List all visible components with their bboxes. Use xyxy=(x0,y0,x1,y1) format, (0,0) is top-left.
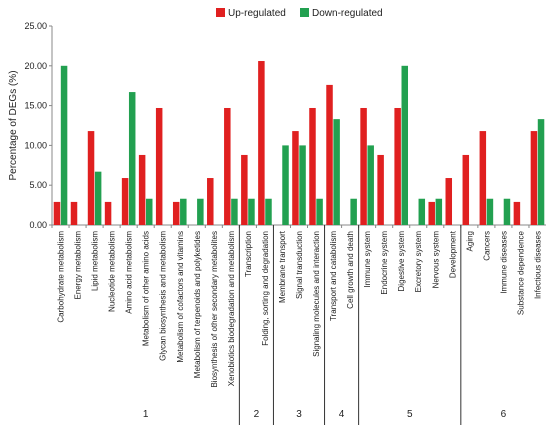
bar-up-regulated xyxy=(292,131,299,225)
bar-up-regulated xyxy=(479,131,487,225)
category-label: Substance dependence xyxy=(516,230,525,315)
bar-down-regulated xyxy=(350,198,357,225)
y-tick-label: 0.00 xyxy=(29,220,47,230)
bar-up-regulated xyxy=(53,201,61,225)
category-label: Signal transduction xyxy=(295,231,304,299)
bar-up-regulated xyxy=(360,107,367,225)
bar-up-regulated xyxy=(513,201,521,225)
category-label: Transcription xyxy=(244,231,253,277)
category-label: Membrane transport xyxy=(278,230,287,303)
category-label: Cancers xyxy=(482,231,491,261)
bar-down-regulated xyxy=(435,198,443,225)
category-label: Biosynthesis of other secondary metaboli… xyxy=(210,231,219,388)
category-label: Infectious diseases xyxy=(533,231,542,299)
category-label: Development xyxy=(448,230,457,278)
group-label: 6 xyxy=(501,409,507,420)
bar-down-regulated xyxy=(231,198,238,225)
y-tick-label: 25.00 xyxy=(24,21,47,31)
category-label: Nucleotide metabolism xyxy=(108,231,117,312)
bar-down-regulated xyxy=(180,198,187,225)
category-label: Digestive system xyxy=(397,231,406,292)
bar-up-regulated xyxy=(462,154,470,225)
bar-down-regulated xyxy=(316,198,323,225)
bar-down-regulated xyxy=(94,171,102,225)
category-label: Signaling molecules and interaction xyxy=(312,231,321,357)
bar-down-regulated xyxy=(503,198,511,225)
bar-down-regulated xyxy=(265,198,272,225)
category-label: Glycan biosynthesis and metabolism xyxy=(159,231,168,361)
bar-down-regulated xyxy=(248,198,255,225)
bar-up-regulated xyxy=(258,61,265,225)
bar-down-regulated xyxy=(418,198,426,225)
category-label: Folding, sorting and degradation xyxy=(261,231,270,346)
category-label: Xenobiotics biodegradation and metabolis… xyxy=(227,231,236,387)
bar-up-regulated xyxy=(377,154,384,225)
bar-up-regulated xyxy=(326,84,333,226)
bar-up-regulated xyxy=(530,131,538,225)
bar-down-regulated xyxy=(367,145,374,225)
category-label: Lipid metabolism xyxy=(91,231,100,291)
bar-down-regulated xyxy=(537,119,545,225)
group-label: 3 xyxy=(296,409,302,420)
bar-up-regulated xyxy=(428,201,435,225)
group-label: 2 xyxy=(254,409,260,420)
y-tick-label: 10.00 xyxy=(24,140,47,150)
category-label: Nervous system xyxy=(431,231,440,289)
bar-down-regulated xyxy=(299,145,306,225)
category-label: Excretory system xyxy=(414,231,423,293)
group-label: 4 xyxy=(339,409,345,420)
bar-up-regulated xyxy=(172,201,180,225)
group-label: 5 xyxy=(407,409,413,420)
category-label: Transport and catabolism xyxy=(329,231,338,321)
bar-up-regulated xyxy=(121,178,129,225)
bar-down-regulated xyxy=(60,65,68,225)
bar-down-regulated xyxy=(333,119,340,225)
category-label: Carbohydrate metabolism xyxy=(57,231,66,323)
bar-down-regulated xyxy=(282,145,289,225)
category-label: Immune system xyxy=(363,231,372,288)
y-axis-title: Percentage of DEGs (%) xyxy=(8,70,19,180)
bar-up-regulated xyxy=(155,107,163,225)
group-label: 1 xyxy=(143,409,149,420)
bar-up-regulated xyxy=(104,201,112,225)
bar-down-regulated xyxy=(486,198,494,225)
category-label: Amino acid metabolism xyxy=(125,231,134,314)
bar-up-regulated xyxy=(87,131,95,225)
bar-down-regulated xyxy=(145,198,153,225)
bar-up-regulated xyxy=(241,154,248,225)
y-tick-label: 20.00 xyxy=(24,61,47,71)
bar-up-regulated xyxy=(70,201,78,225)
category-label: Endocrine system xyxy=(380,231,389,295)
bar-up-regulated xyxy=(207,178,214,225)
y-tick-label: 15.00 xyxy=(24,101,47,111)
bar-up-regulated xyxy=(445,178,453,225)
bar-up-regulated xyxy=(309,107,316,225)
category-label: Cell growth and death xyxy=(346,231,355,309)
category-label: Metabolism of cofactors and vitamins xyxy=(176,231,185,363)
legend-swatch xyxy=(216,8,225,17)
category-label: Immune diseases xyxy=(499,231,508,294)
category-label: Energy metabolism xyxy=(74,231,83,300)
legend-label: Down-regulated xyxy=(312,8,383,19)
category-label: Metabolism of terpenoids and polyketides xyxy=(193,231,202,378)
bar-down-regulated xyxy=(197,198,204,225)
legend-label: Up-regulated xyxy=(228,8,286,19)
category-label: Metabolism of other amino acids xyxy=(142,231,151,346)
category-label: Aging xyxy=(465,231,474,251)
y-tick-label: 5.00 xyxy=(29,180,47,190)
bar-down-regulated xyxy=(401,65,409,225)
bar-up-regulated xyxy=(394,107,401,225)
bar-down-regulated xyxy=(128,92,136,226)
bar-up-regulated xyxy=(224,107,231,225)
legend-swatch xyxy=(300,8,309,17)
bar-up-regulated xyxy=(138,154,146,225)
